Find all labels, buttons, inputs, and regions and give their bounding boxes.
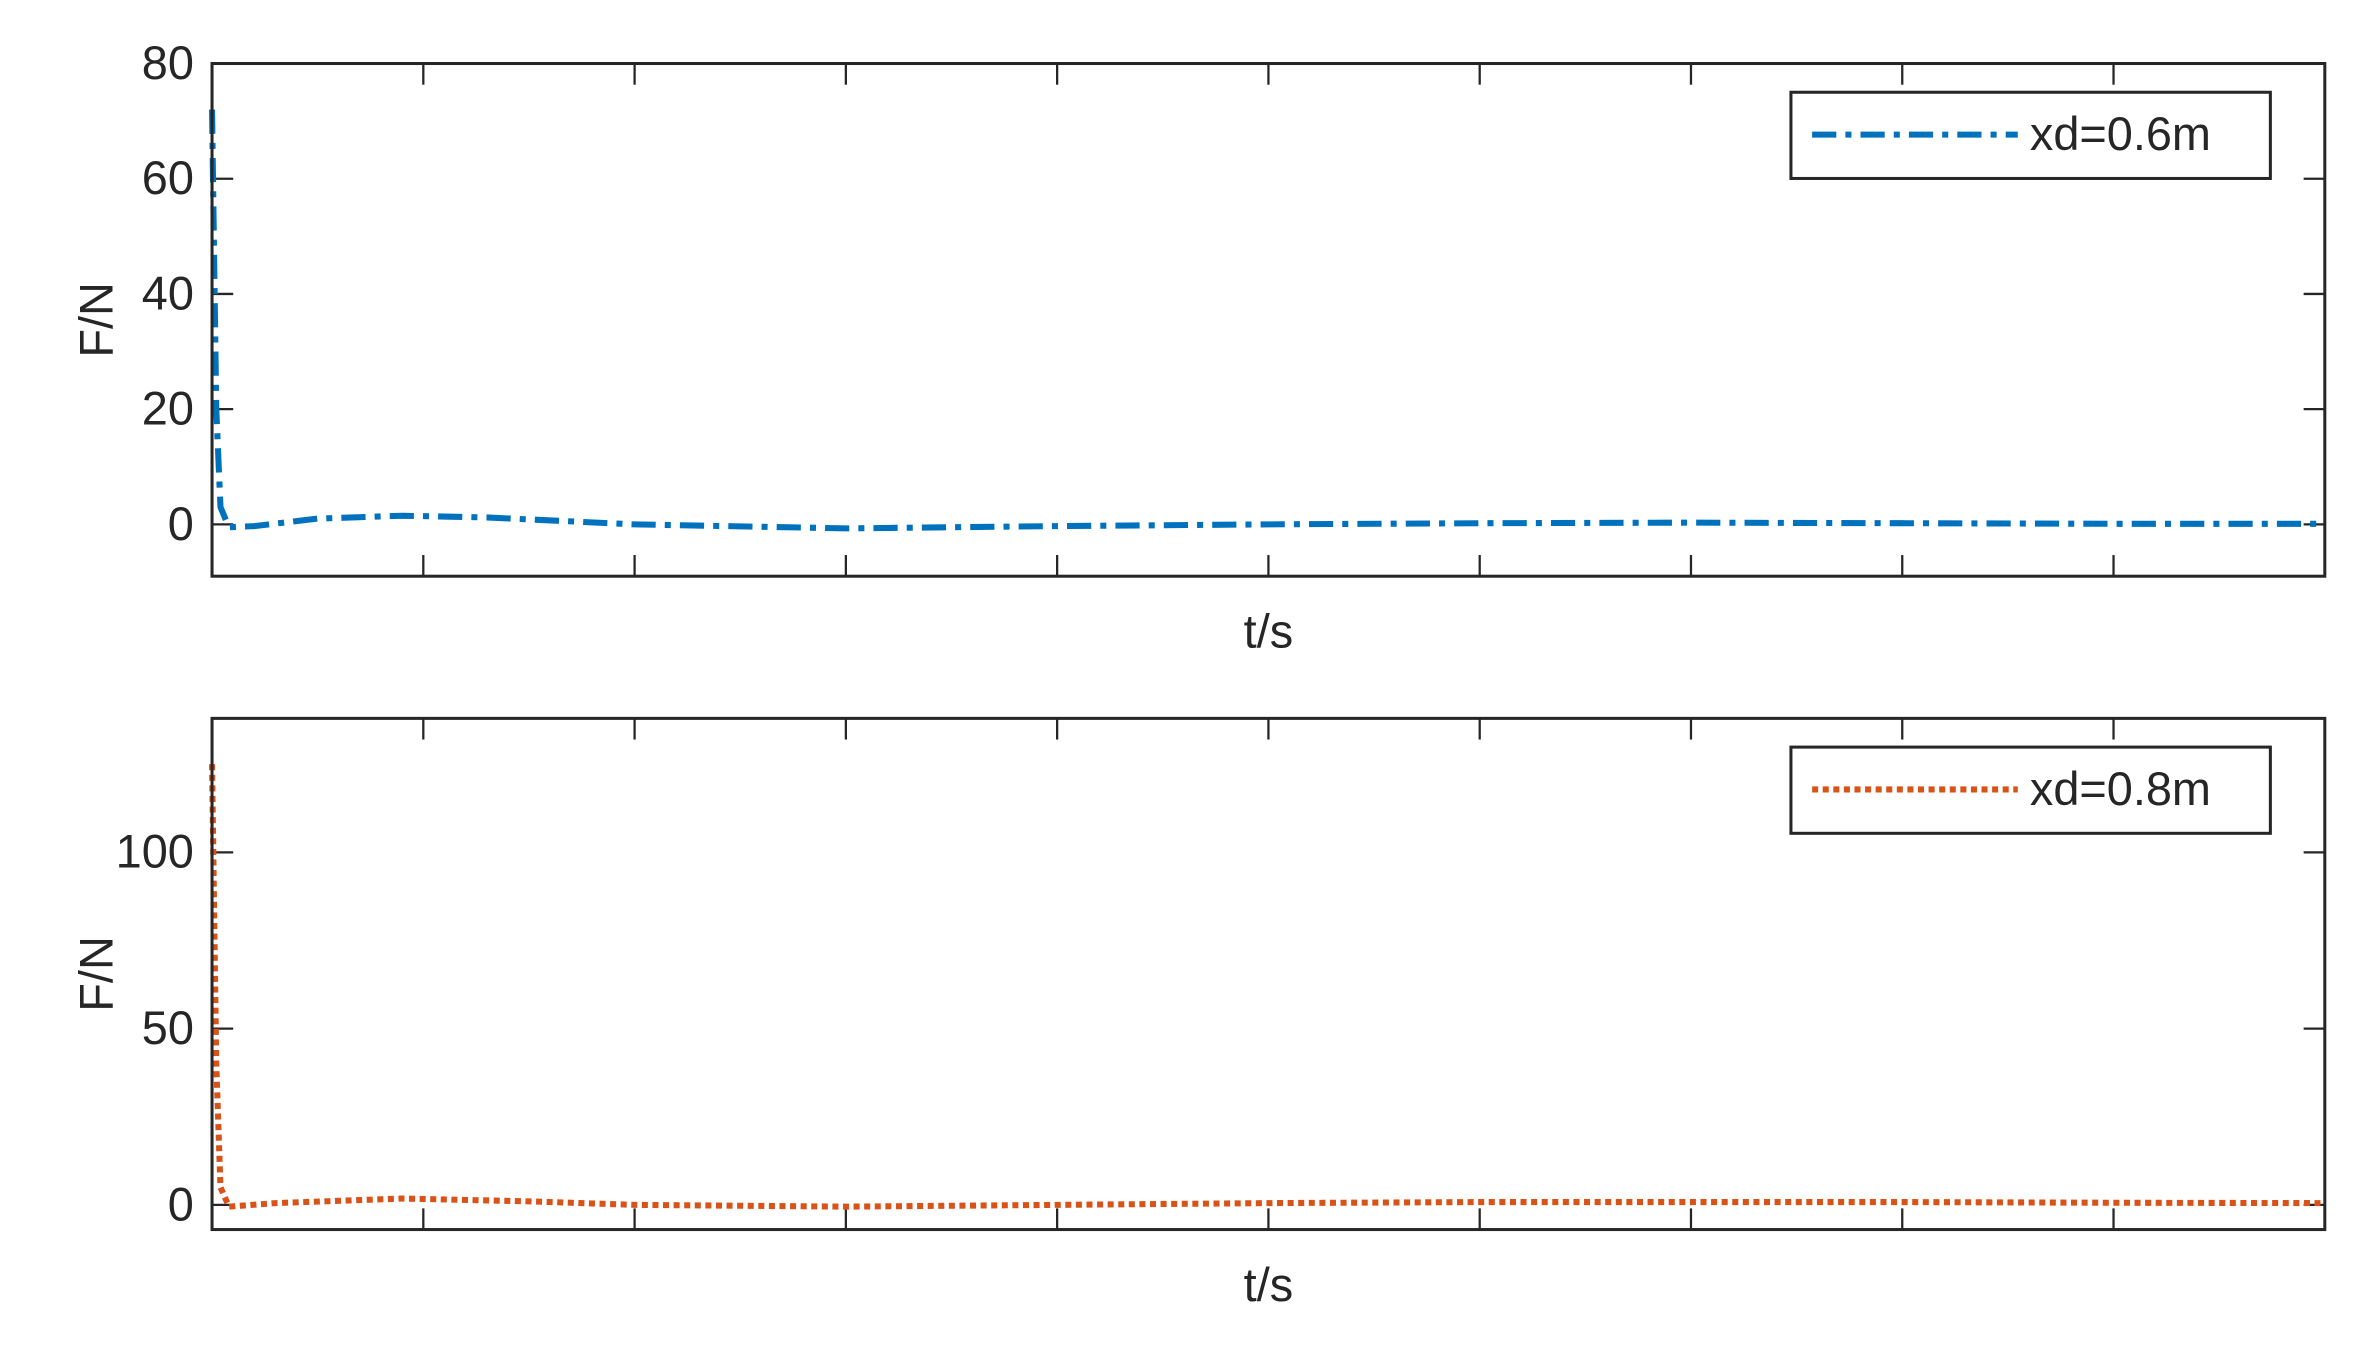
x-axis-label: t/s	[1244, 1259, 1293, 1311]
x-axis-label: t/s	[1244, 606, 1293, 658]
y-tick-label: 0	[168, 498, 194, 550]
y-axis-label: F/N	[71, 936, 123, 1012]
legend-label: xd=0.8m	[2030, 763, 2211, 815]
axes-box	[210, 716, 2327, 1232]
y-tick-label: 50	[142, 1002, 194, 1054]
y-axis-label: F/N	[71, 282, 123, 358]
y-tick-label: 20	[142, 383, 194, 435]
legend-label: xd=0.6m	[2030, 108, 2211, 160]
y-tick-label: 40	[142, 267, 194, 319]
y-tick-label: 60	[142, 152, 194, 204]
data-line	[209, 109, 2325, 532]
y-tick-label: 80	[142, 37, 194, 89]
axes-box	[210, 62, 2327, 578]
data-line	[209, 764, 2325, 1210]
y-tick-label: 100	[116, 826, 194, 878]
y-tick-label: 0	[168, 1178, 194, 1230]
